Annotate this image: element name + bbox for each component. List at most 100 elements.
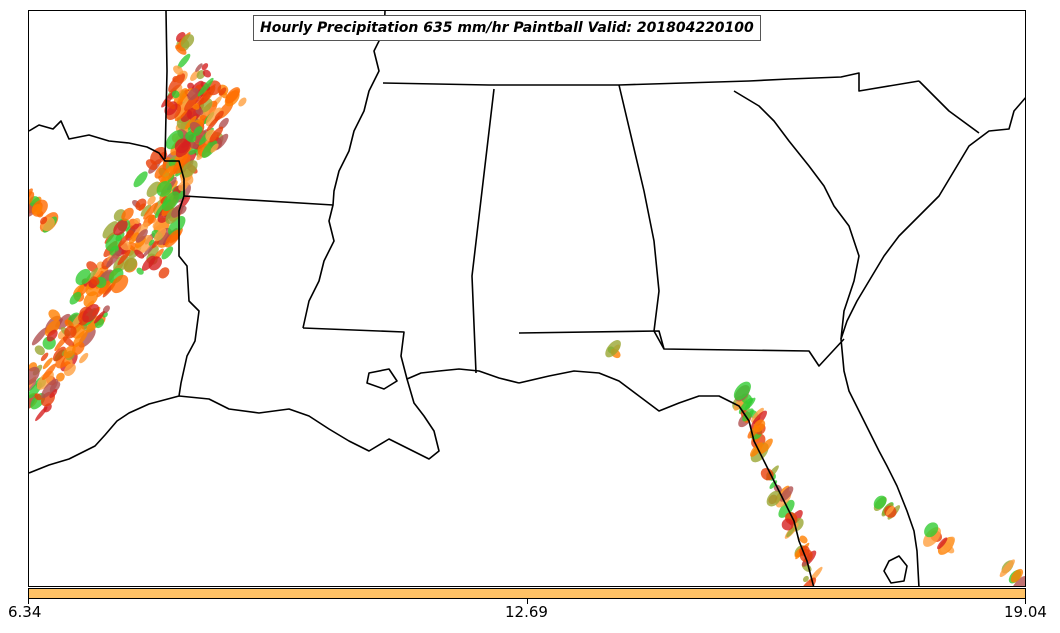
precip-blob	[171, 90, 180, 99]
precip-blob	[751, 407, 764, 423]
precip-blob	[156, 180, 172, 197]
precip-blob	[184, 115, 197, 130]
precip-blob	[167, 216, 186, 236]
precip-blob	[759, 438, 773, 454]
precip-blob	[181, 160, 198, 178]
mississippi-river	[302, 11, 386, 329]
precip-blob	[34, 393, 42, 401]
oklahoma-arkansas-border	[164, 11, 168, 160]
colorbar-label-mid: 12.69	[505, 603, 548, 621]
precip-blob	[121, 207, 134, 222]
precip-blob	[82, 304, 100, 323]
precip-blob	[778, 499, 795, 518]
precip-blob	[135, 198, 147, 211]
precip-blob	[209, 126, 224, 143]
precip-blob	[111, 274, 129, 294]
precip-blob	[29, 191, 35, 210]
precip-blob	[151, 239, 160, 249]
precip-blob	[750, 442, 763, 457]
precip-blob	[106, 249, 122, 268]
texas-outline	[29, 120, 200, 474]
colorbar	[28, 588, 1026, 599]
precip-blob	[44, 319, 61, 337]
precip-blob	[168, 73, 186, 93]
precip-blob	[744, 397, 756, 411]
precip-blob	[93, 310, 105, 324]
louisiana-coast	[178, 368, 520, 460]
precip-blob	[92, 268, 101, 278]
precip-blob	[201, 140, 218, 159]
precip-blob	[52, 346, 67, 362]
precip-blob	[873, 495, 887, 509]
precip-blob	[161, 191, 180, 211]
precip-blob	[143, 202, 158, 220]
precip-blob	[195, 63, 203, 72]
precip-blob	[63, 345, 76, 359]
tennessee-border	[382, 72, 920, 92]
arkansas-louisiana-border	[183, 195, 334, 206]
precip-blob	[31, 204, 43, 215]
precip-blob	[42, 357, 53, 370]
precip-blob	[90, 276, 100, 286]
precip-blob	[79, 352, 89, 364]
precip-blob	[102, 221, 119, 239]
precip-blob	[1011, 575, 1025, 586]
precip-blob	[175, 44, 187, 55]
precip-blob	[180, 34, 195, 49]
precip-blob	[199, 91, 212, 105]
precip-blob	[225, 87, 241, 104]
precip-blob	[766, 490, 782, 507]
precip-blob	[161, 165, 177, 182]
precip-blob	[999, 559, 1015, 578]
precip-blob	[69, 291, 82, 305]
colorbar-tick-mid	[527, 599, 528, 604]
precip-blob	[885, 505, 895, 516]
precip-blob	[134, 217, 141, 225]
precip-blob	[136, 267, 144, 275]
precip-blob	[72, 330, 88, 348]
precip-blob	[147, 195, 156, 206]
precip-blob	[218, 117, 229, 130]
colorbar-label-min: 6.34	[8, 603, 42, 621]
precip-blob	[146, 181, 161, 198]
precip-blob	[154, 163, 169, 179]
precip-blob	[786, 527, 795, 538]
precip-blob	[173, 88, 188, 105]
precip-blob	[205, 107, 223, 127]
precip-blob	[197, 77, 214, 97]
colorbar-label-max: 19.04	[1004, 603, 1047, 621]
precip-blob	[147, 214, 157, 224]
precip-blob	[35, 406, 48, 422]
precip-blob	[218, 87, 227, 96]
carolina-border	[918, 80, 980, 134]
precip-blob	[605, 340, 621, 358]
precip-blob	[733, 381, 751, 401]
precip-blob	[75, 268, 91, 286]
colorbar-tick-max	[1025, 599, 1026, 604]
precip-blob	[173, 65, 184, 75]
precip-blob	[158, 267, 170, 279]
precip-blob	[238, 97, 247, 107]
precip-blob	[36, 370, 54, 390]
florida-alabama-border	[518, 330, 845, 367]
precip-blob	[98, 280, 111, 294]
precip-blob	[164, 229, 181, 248]
florida-gulf-coast	[518, 370, 815, 586]
precip-blob	[799, 535, 808, 544]
precip-blob	[187, 87, 199, 101]
precip-blob	[173, 154, 191, 174]
precip-blob	[46, 329, 58, 342]
precip-blob	[48, 309, 61, 321]
precip-blob	[62, 336, 75, 347]
precip-blob	[164, 99, 176, 110]
precip-blob	[760, 467, 774, 481]
precip-blob	[148, 256, 163, 271]
precip-blob	[185, 131, 197, 143]
precip-blob	[161, 246, 174, 260]
lake-okeechobee	[883, 555, 908, 584]
alabama-georgia-border	[618, 84, 665, 350]
precip-blob	[940, 536, 956, 553]
map-panel	[28, 10, 1026, 587]
precip-blob	[128, 232, 140, 244]
precip-blob	[145, 159, 158, 171]
